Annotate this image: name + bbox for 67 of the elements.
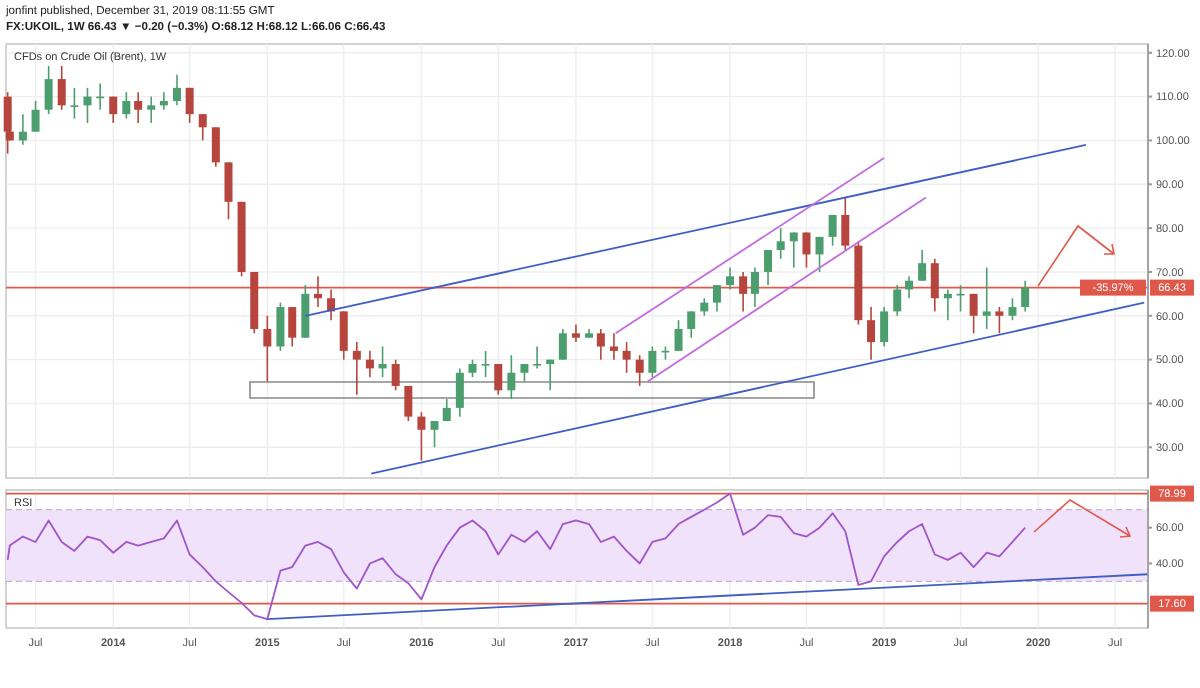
candlestick [880, 306, 889, 348]
candlestick [648, 345, 657, 378]
candlestick [558, 328, 567, 361]
candlestick [276, 301, 285, 352]
candlestick [83, 87, 92, 124]
candlestick [57, 65, 66, 111]
candlestick [546, 358, 555, 392]
candlestick [185, 87, 194, 124]
candlestick [339, 310, 348, 361]
candlestick [776, 227, 785, 260]
candlestick [507, 354, 516, 400]
candlestick [609, 332, 618, 361]
candlestick [764, 249, 773, 286]
candlestick [969, 293, 978, 335]
candlestick [122, 91, 131, 120]
candlestick [712, 284, 721, 313]
candlestick [198, 113, 207, 142]
candlestick [288, 306, 297, 348]
candlestick [802, 231, 811, 269]
candlestick [828, 214, 837, 247]
candlestick [943, 288, 952, 321]
candlestick [533, 345, 542, 370]
candlestick [172, 73, 181, 107]
candlestick [70, 87, 79, 120]
candlestick [313, 275, 322, 308]
candlestick [596, 328, 605, 361]
candlestick [455, 367, 464, 418]
candlestick [430, 420, 439, 449]
candlestick [1021, 279, 1030, 313]
candlestick [750, 266, 759, 308]
candlestick [739, 271, 748, 313]
candlestick [674, 319, 683, 352]
candlestick [147, 95, 156, 124]
candlestick [391, 358, 400, 392]
candlestick [995, 306, 1004, 335]
candlestick [44, 65, 53, 115]
candlestick [352, 341, 361, 396]
candlestick [109, 95, 118, 124]
candlestick [494, 363, 503, 396]
candlestick [224, 161, 233, 221]
candlestick [31, 100, 40, 133]
candlestick [930, 258, 939, 313]
candlestick [378, 345, 387, 378]
candlestick [687, 310, 696, 339]
candlestick [893, 284, 902, 317]
candlestick [263, 315, 272, 383]
candlestick [635, 354, 644, 387]
candlestick [815, 236, 824, 273]
candlestick [622, 341, 631, 374]
candlestick [159, 91, 168, 111]
candlestick [134, 91, 143, 124]
candlestick [867, 306, 876, 361]
candlestick [301, 284, 310, 339]
candlestick [918, 249, 927, 282]
candlestick [417, 411, 426, 462]
candlestick [481, 350, 490, 378]
candlestick [841, 196, 850, 251]
candlestick [905, 275, 914, 300]
candlestick [404, 385, 413, 422]
candlestick [1008, 297, 1017, 321]
candlestick [211, 126, 220, 168]
candlestick [789, 231, 798, 269]
candlestick [982, 266, 991, 330]
candlestick [18, 113, 27, 146]
line-series [6, 492, 1027, 620]
candlestick [365, 350, 374, 378]
candlestick [726, 266, 735, 291]
